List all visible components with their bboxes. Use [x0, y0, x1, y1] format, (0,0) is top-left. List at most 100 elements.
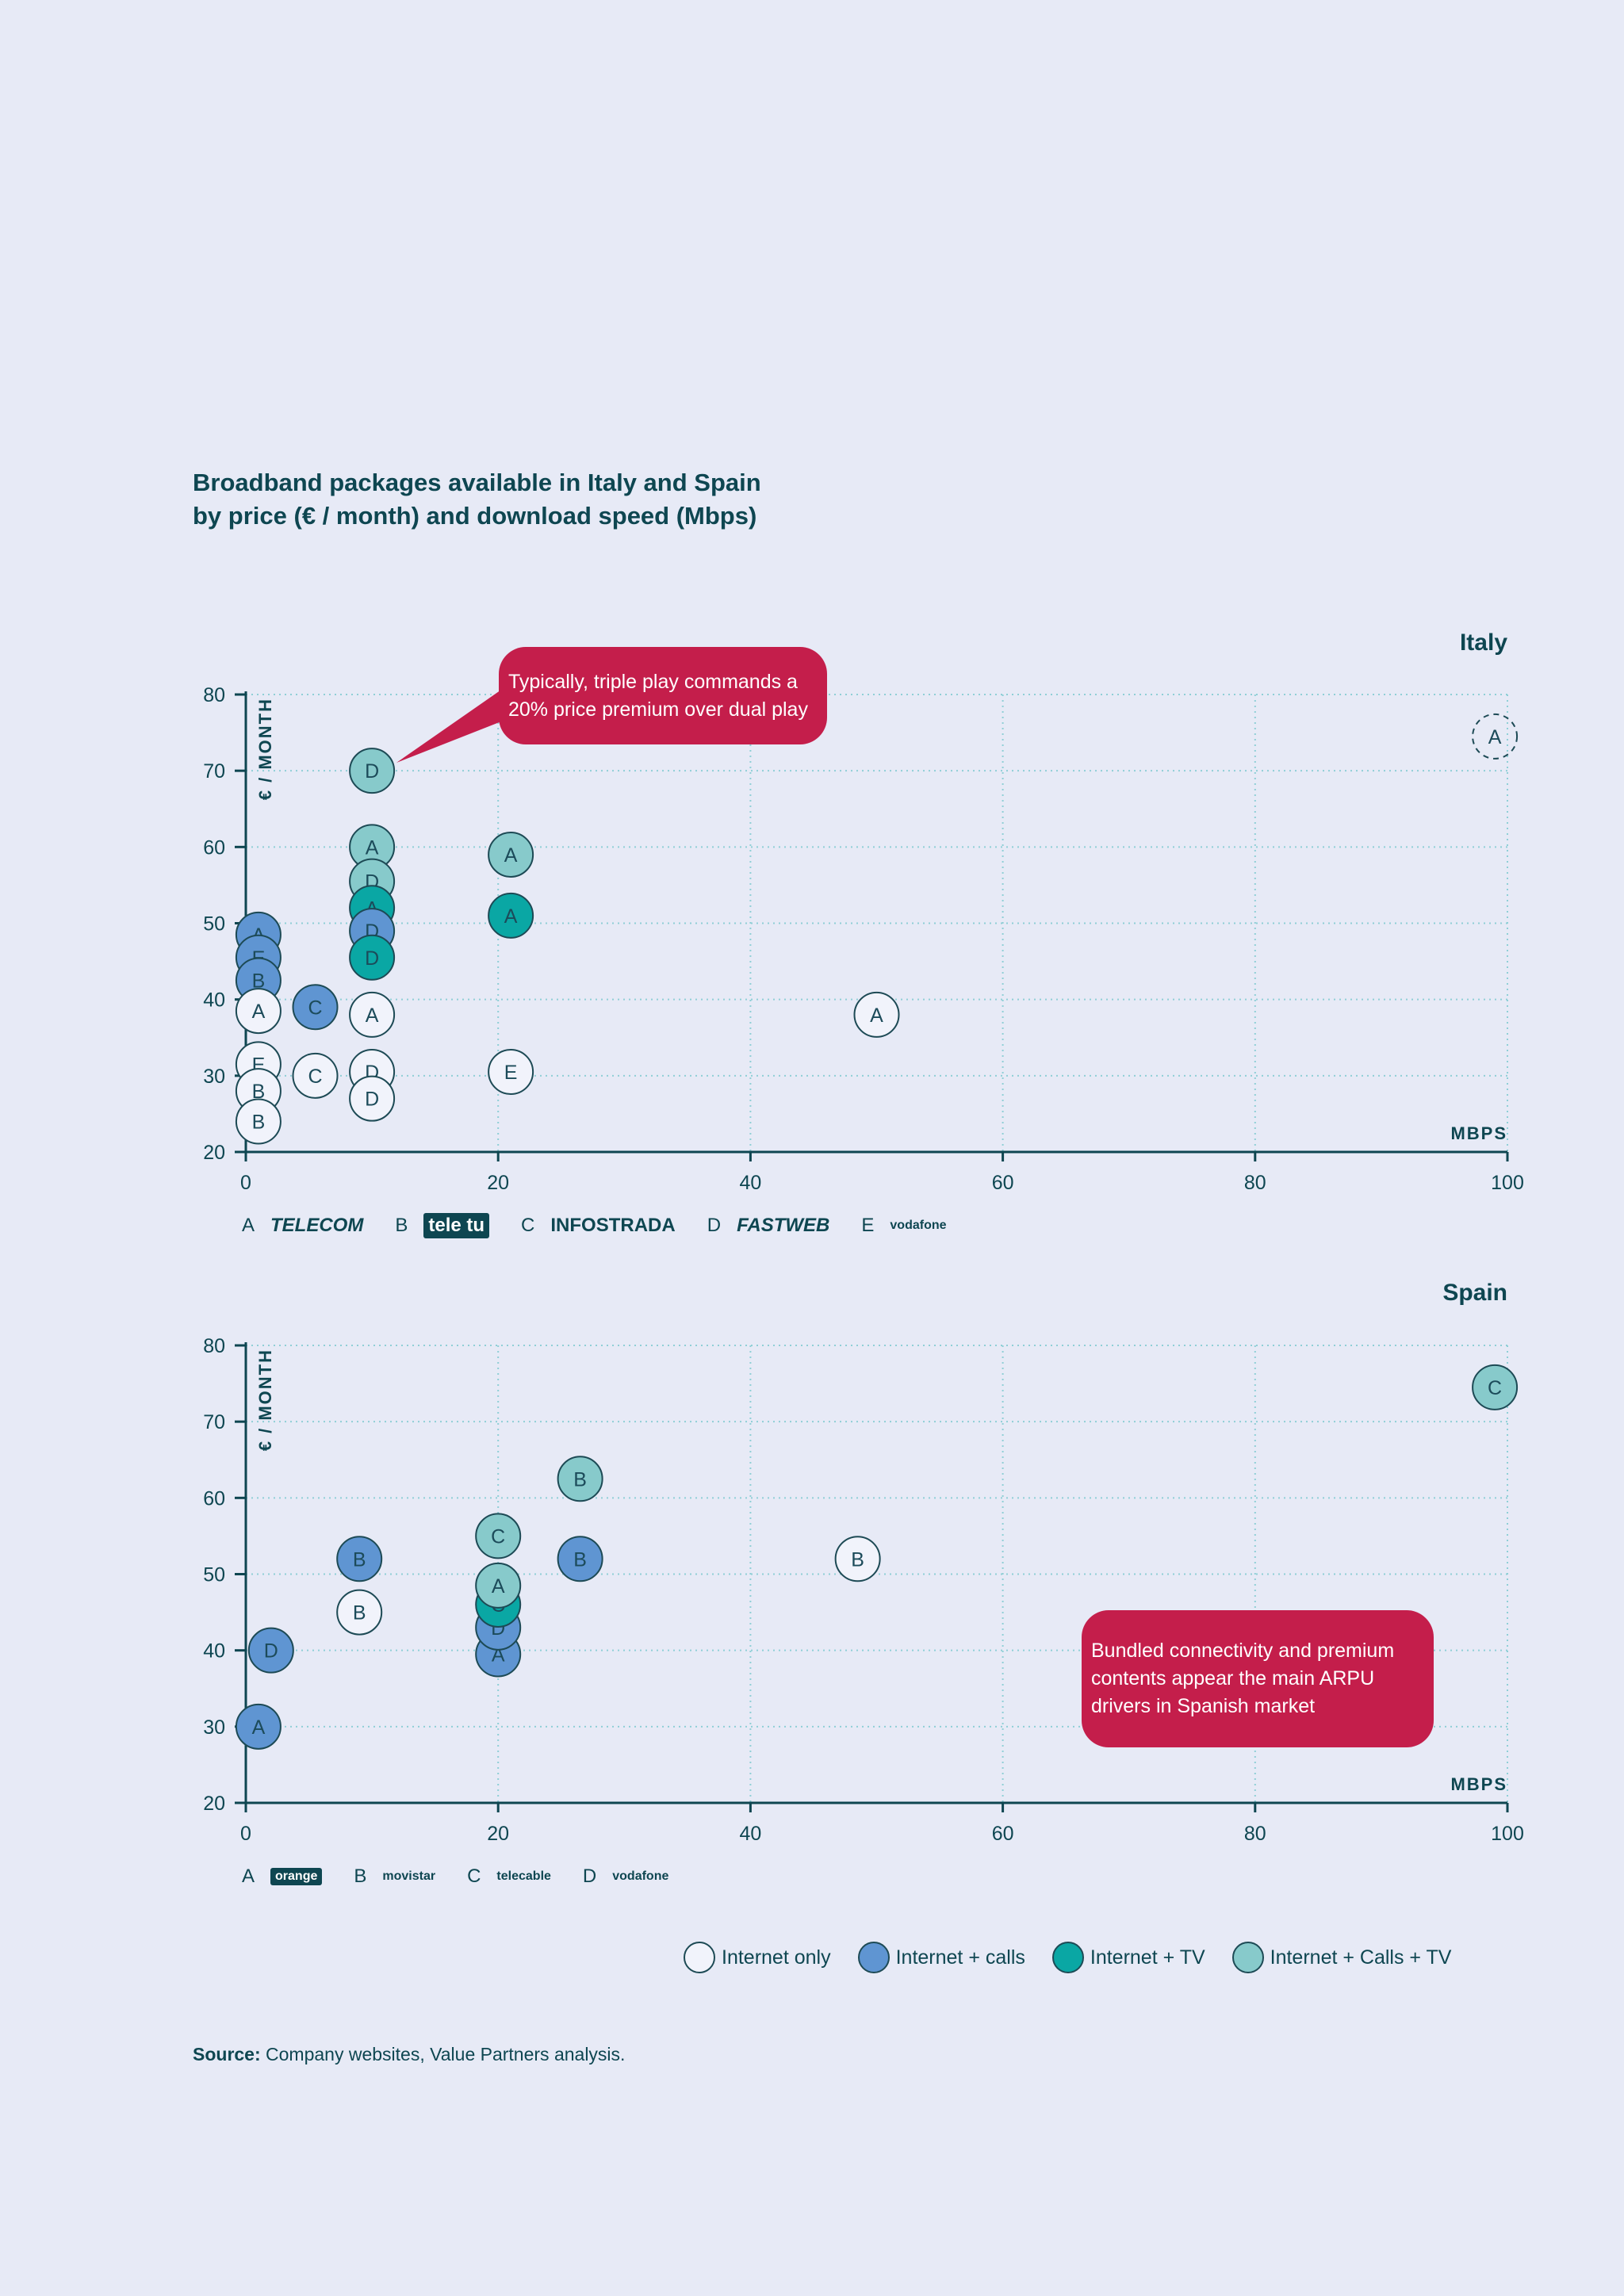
chart-title-line2: by price (€ / month) and download speed …	[193, 502, 757, 530]
spain-section-title: Spain	[1442, 1280, 1507, 1306]
y-tick-label: 30	[203, 1716, 225, 1739]
data-point-label: A	[870, 1004, 883, 1027]
data-point-label: B	[573, 1468, 587, 1490]
data-point: A	[1472, 713, 1519, 760]
data-point-circle	[488, 892, 534, 939]
y-tick-label: 50	[203, 913, 225, 936]
data-point-circle	[1472, 1364, 1519, 1410]
spain-provider-key: B	[354, 1866, 367, 1887]
data-point: A	[349, 991, 396, 1038]
movistar-logo: movistar	[382, 1869, 436, 1883]
spain-provider-key: C	[467, 1866, 481, 1887]
telecable-logo: telecable	[496, 1869, 551, 1883]
italy-provider-key: A	[242, 1215, 255, 1236]
legend-label: Internet + Calls + TV	[1270, 1946, 1452, 1969]
data-point-circle	[292, 1052, 339, 1099]
legend-swatch	[1051, 1942, 1084, 1973]
data-point-label: B	[573, 1548, 587, 1571]
data-point-label: B	[252, 1081, 266, 1103]
data-point-circle	[336, 1536, 383, 1582]
data-point-label: A	[504, 844, 518, 867]
legend-swatch	[1231, 1942, 1264, 1973]
x-tick-label: 40	[739, 1823, 761, 1845]
data-point-label: E	[504, 1062, 518, 1084]
data-point-circle	[557, 1456, 603, 1502]
y-tick-label: 20	[203, 1793, 225, 1815]
x-tick-label: 100	[1491, 1172, 1524, 1194]
data-point-circle	[349, 1075, 396, 1122]
data-point-label: A	[504, 905, 518, 928]
source-label: Source:	[193, 2044, 261, 2064]
data-point-label: A	[366, 1004, 379, 1027]
data-point: A	[853, 991, 900, 1038]
source-text: Company websites, Value Partners analysi…	[266, 2044, 626, 2064]
y-axis-label: € / MONTH	[255, 1349, 275, 1451]
x-tick-label: 100	[1491, 1823, 1524, 1845]
data-point-label: D	[365, 1089, 379, 1111]
legend-label: Internet only	[722, 1946, 831, 1969]
spain-provider-key: D	[582, 1866, 597, 1887]
data-point-circle	[488, 1049, 534, 1096]
y-tick-label: 20	[203, 1142, 225, 1164]
teletu-logo: tele tu	[423, 1213, 490, 1238]
x-tick-label: 20	[487, 1172, 509, 1194]
italy-provider-key: C	[521, 1215, 535, 1236]
x-tick-label: 60	[992, 1823, 1014, 1845]
y-tick-label: 70	[203, 760, 225, 783]
y-tick-label: 60	[203, 836, 225, 859]
data-point-circle	[235, 1703, 282, 1750]
y-tick-label: 80	[203, 684, 225, 706]
data-point-label: B	[851, 1548, 864, 1571]
data-point-circle	[336, 1589, 383, 1636]
data-point: A	[235, 1703, 282, 1750]
data-point: B	[235, 1098, 282, 1145]
legend-internet-tv: Internet + TV	[1051, 1942, 1205, 1973]
spain-scatter-chart: 20 30 40 50 60 70 80 0 20 40 60 80 100 MBPS € / MONTH C…	[203, 1335, 1524, 1845]
data-point-circle	[834, 1536, 881, 1582]
data-point: B	[336, 1589, 383, 1636]
data-point-label: B	[353, 1548, 366, 1571]
spain-callout: Bundled connectivity and premium content…	[1082, 1610, 1434, 1747]
data-point: B	[557, 1456, 603, 1502]
data-point-circle	[475, 1562, 522, 1609]
data-point-circle	[235, 988, 282, 1035]
data-point: C	[1472, 1364, 1519, 1410]
legend-swatch	[857, 1942, 890, 1973]
spain-provider-legend: A orange B movistar C telecable D vodafo…	[242, 1866, 700, 1888]
data-point: E	[488, 1049, 534, 1096]
data-point-circle	[853, 991, 900, 1038]
legend-label: Internet + calls	[895, 1946, 1025, 1969]
italy-scatter-chart: 20 30 40 50 60 70 80 0 20 40 60 80 100 MBPS € / MONTH A…	[203, 684, 1524, 1194]
data-point: B	[336, 1536, 383, 1582]
x-tick-label: 40	[739, 1172, 761, 1194]
y-tick-label: 80	[203, 1335, 225, 1357]
spain-provider-key: A	[242, 1866, 255, 1887]
vodafone-logo: vodafone	[890, 1219, 947, 1232]
data-point: D	[349, 934, 396, 981]
data-point-label: A	[366, 836, 379, 859]
data-point: D	[349, 1075, 396, 1122]
x-axis-label: MBPS	[1450, 1123, 1507, 1143]
fastweb-logo: FASTWEB	[737, 1215, 830, 1236]
category-legend: Internet only Internet + calls Internet …	[684, 1942, 1478, 1973]
spain-callout-text: Bundled connectivity and premium content…	[1091, 1640, 1395, 1717]
y-tick-label: 30	[203, 1066, 225, 1088]
data-point-label: B	[252, 1112, 266, 1134]
data-point-circle	[488, 831, 534, 878]
chart-title-line1: Broadband packages available in Italy an…	[193, 469, 761, 496]
italy-callout: Typically, triple play commands a 20% pr…	[499, 647, 827, 744]
data-point-circle	[247, 1627, 294, 1674]
italy-provider-legend: A TELECOM B tele tu C INFOSTRADA D FASTW…	[242, 1213, 979, 1238]
data-point-label: D	[365, 947, 379, 970]
data-point: A	[488, 892, 534, 939]
data-point-label: C	[308, 1066, 322, 1088]
y-axis-label: € / MONTH	[255, 698, 275, 800]
y-tick-label: 60	[203, 1487, 225, 1510]
data-point-label: A	[252, 1716, 266, 1739]
infostrada-logo: INFOSTRADA	[550, 1215, 676, 1236]
italy-provider-key: E	[861, 1215, 875, 1236]
data-point-label: C	[491, 1525, 505, 1548]
x-tick-label: 60	[992, 1172, 1014, 1194]
vodafone-logo: vodafone	[612, 1869, 669, 1883]
data-point-label: A	[492, 1575, 505, 1598]
